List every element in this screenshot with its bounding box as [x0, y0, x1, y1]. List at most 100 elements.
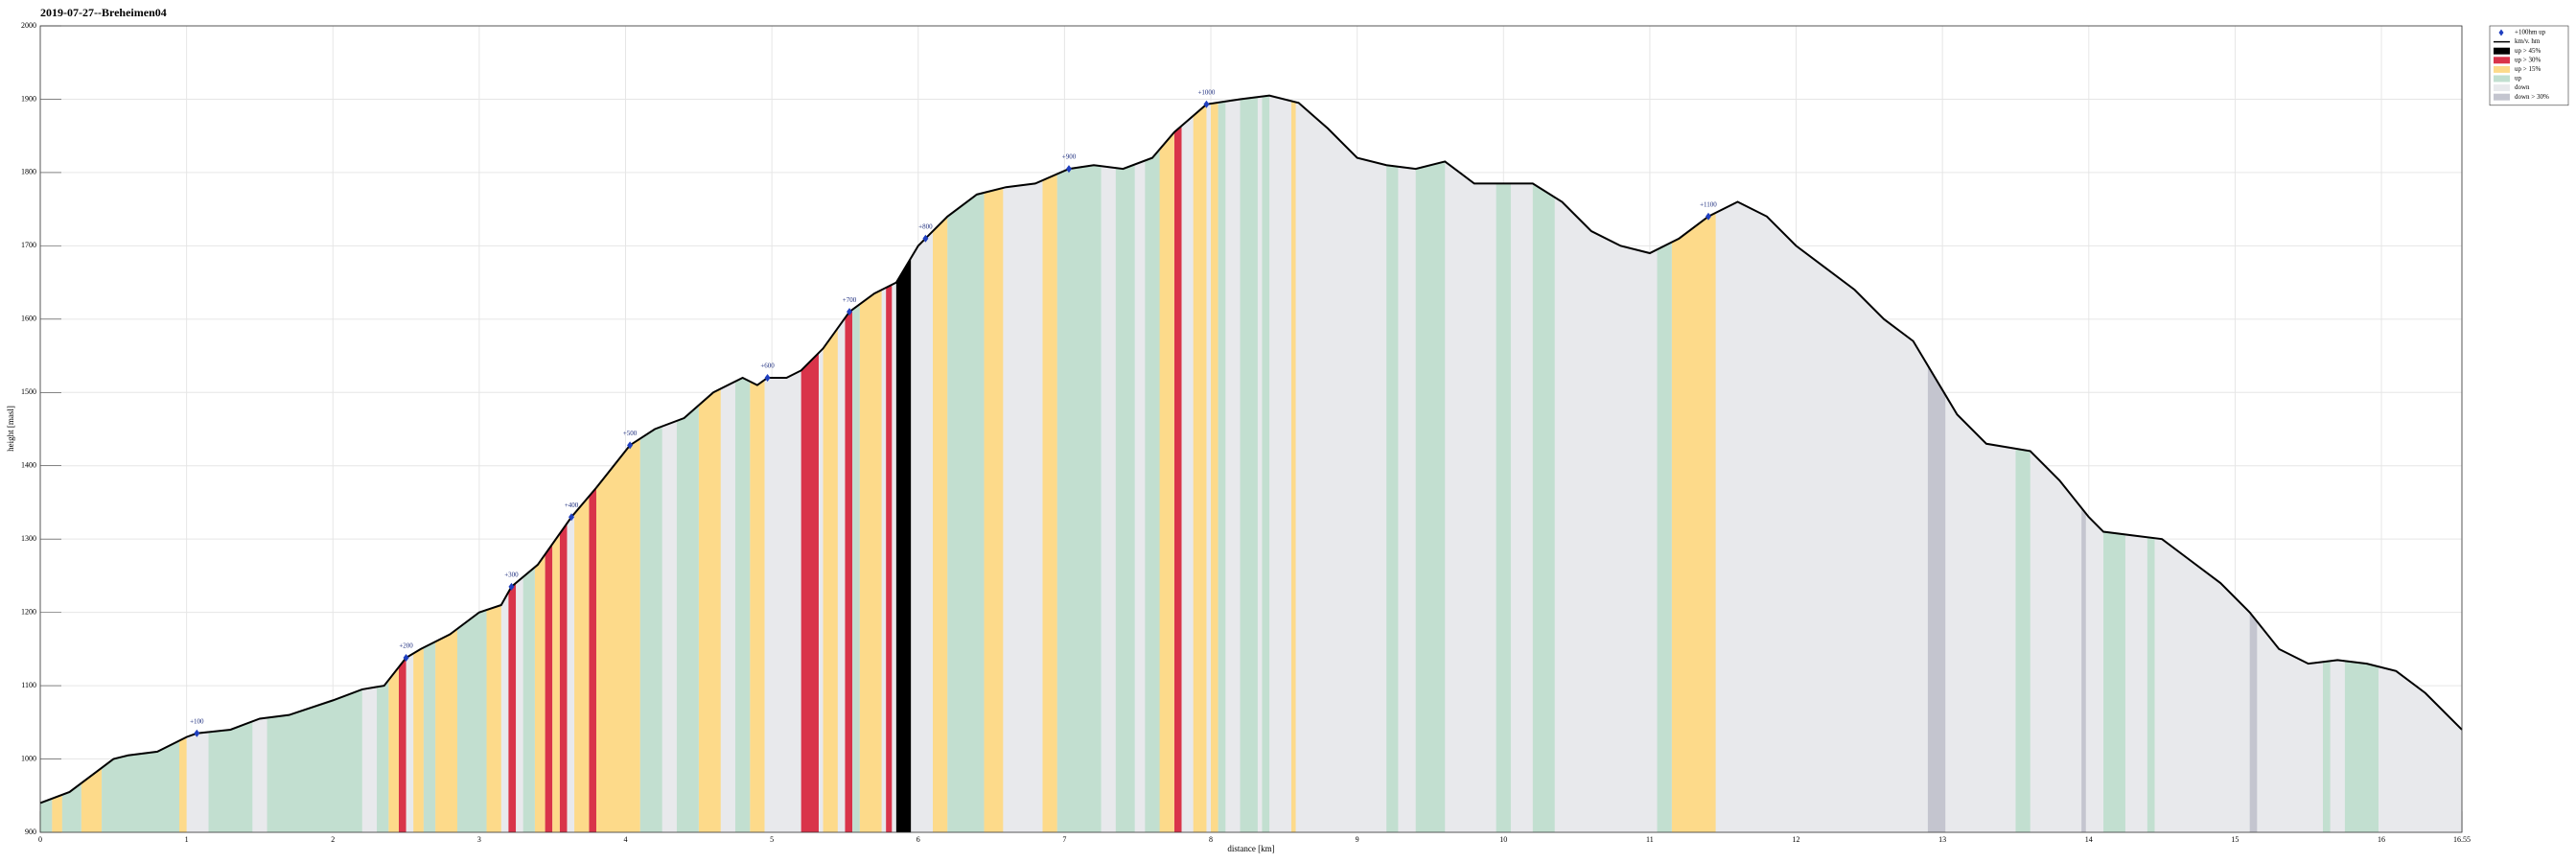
marker — [569, 513, 575, 522]
band — [676, 95, 699, 832]
band — [852, 95, 860, 832]
band — [1415, 95, 1446, 832]
x-tick-label: 0 — [38, 835, 42, 844]
band — [2323, 95, 2331, 832]
band — [886, 95, 893, 832]
y-tick-label: 1200 — [21, 607, 36, 616]
y-tick-label: 1000 — [21, 754, 36, 762]
band — [1211, 95, 1218, 832]
band — [388, 95, 399, 832]
marker-label: +700 — [843, 296, 857, 304]
y-tick-label: 2000 — [21, 21, 36, 30]
band — [947, 95, 985, 832]
band — [1657, 95, 1672, 832]
band — [859, 95, 882, 832]
y-tick-label: 1700 — [21, 241, 36, 249]
marker — [403, 654, 409, 663]
band — [750, 95, 765, 832]
x-tick-label: 14 — [2085, 835, 2093, 844]
legend-label: km/v. hm — [2515, 37, 2541, 45]
band — [734, 95, 751, 832]
band — [574, 95, 590, 832]
band — [2249, 95, 2258, 832]
band — [178, 95, 187, 832]
marker — [922, 234, 929, 243]
band — [1240, 95, 1258, 832]
legend-swatch — [2494, 93, 2510, 101]
legend-swatch — [2494, 47, 2510, 55]
y-tick-label: 1600 — [21, 315, 36, 323]
band — [102, 95, 179, 832]
legend-label: up — [2515, 75, 2522, 82]
legend-swatch — [2494, 75, 2510, 82]
marker — [1203, 100, 1210, 108]
band — [486, 95, 501, 832]
band — [1532, 95, 1555, 832]
marker — [847, 308, 853, 316]
band — [1042, 95, 1057, 832]
x-tick-label: 2 — [331, 835, 335, 844]
band — [2344, 95, 2379, 832]
y-tick-label: 1300 — [21, 534, 36, 543]
band — [845, 95, 853, 832]
band — [984, 95, 1004, 832]
marker — [764, 373, 771, 382]
band — [2015, 95, 2031, 832]
bands — [40, 95, 2462, 832]
y-axis-label: height [masl] — [6, 406, 15, 452]
y-tick-label: 1100 — [21, 681, 36, 689]
x-tick-label: 16 — [2378, 835, 2385, 844]
legend-swatch — [2494, 57, 2510, 64]
y-tick-label: 1900 — [21, 94, 36, 103]
band — [267, 95, 362, 832]
band — [435, 95, 457, 832]
band — [61, 95, 81, 832]
x-tick-label: 13 — [1938, 835, 1946, 844]
band — [508, 95, 517, 832]
y-tick-label: 1500 — [21, 387, 36, 396]
x-tick-label: 16.55 — [2453, 835, 2471, 844]
x-tick-label: 12 — [1793, 835, 1800, 844]
x-tick-label: 9 — [1356, 835, 1359, 844]
band — [1145, 95, 1160, 832]
marker-label: +300 — [504, 571, 519, 578]
marker — [508, 582, 515, 591]
x-tick-label: 1 — [185, 835, 189, 844]
y-tick-label: 900 — [25, 828, 36, 836]
band — [534, 95, 545, 832]
band — [801, 95, 819, 832]
marker — [194, 729, 200, 737]
x-tick-label: 15 — [2231, 835, 2239, 844]
x-tick-label: 4 — [624, 835, 628, 844]
marker-label: +100 — [190, 717, 204, 725]
band — [1218, 95, 1226, 832]
band — [1193, 95, 1207, 832]
x-tick-label: 7 — [1062, 835, 1066, 844]
band — [413, 95, 424, 832]
marker-label: +1100 — [1700, 200, 1717, 208]
profile-line — [39, 94, 2463, 805]
x-tick-label: 10 — [1499, 835, 1507, 844]
band — [1173, 95, 1182, 832]
band — [545, 95, 553, 832]
band — [522, 95, 535, 832]
marker — [627, 441, 634, 450]
x-tick-label: 6 — [917, 835, 920, 844]
x-tick-label: 5 — [770, 835, 774, 844]
legend-marker — [2498, 29, 2504, 36]
legend-label: down — [2515, 83, 2530, 91]
marker-label: +500 — [623, 430, 638, 437]
band — [698, 95, 721, 832]
x-tick-label: 11 — [1646, 835, 1654, 844]
x-axis-label: distance [km] — [1227, 844, 1274, 853]
legend-label: +100hm up — [2515, 29, 2546, 36]
band — [377, 95, 389, 832]
x-tick-label: 8 — [1209, 835, 1213, 844]
marker-label: +400 — [565, 501, 579, 509]
band — [208, 95, 253, 832]
legend-label: down > 30% — [2515, 93, 2549, 101]
band — [52, 95, 62, 832]
chart-title: 2019-07-27--Breheimen04 — [40, 6, 167, 19]
marker-label: +600 — [760, 362, 775, 370]
